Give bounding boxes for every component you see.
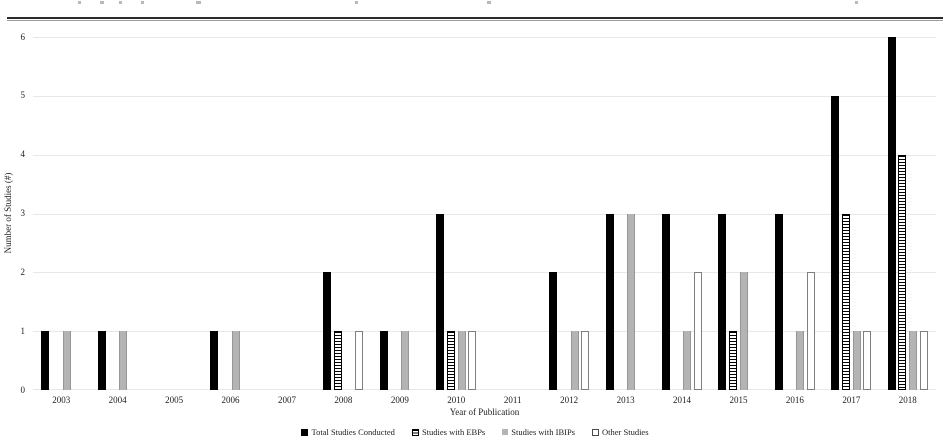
- x-tick-label-2017: 2017: [842, 395, 861, 405]
- y-tick-label-3: 3: [20, 208, 26, 218]
- x-tick-label-2008: 2008: [334, 395, 353, 405]
- x-tick-label-2010: 2010: [447, 395, 466, 405]
- bar-2018-solid-gray: [909, 331, 918, 390]
- bar-2010-white-outline: [468, 331, 477, 390]
- gridline-y-4: [33, 154, 936, 156]
- y-tick-label-6: 6: [20, 31, 26, 42]
- bar-2008-solid-black: [323, 272, 332, 390]
- x-tick-label-2006: 2006: [221, 395, 240, 405]
- y-tick-label-2: 2: [20, 266, 26, 277]
- bar-2010-solid-gray: [457, 331, 466, 390]
- bar-2009-solid-black: [379, 331, 388, 390]
- x-tick-label-2013: 2013: [616, 395, 635, 405]
- legend-label: Studies with IBIPs: [511, 427, 575, 437]
- bar-2018-white-outline: [919, 331, 928, 390]
- bar-2013-solid-black: [605, 213, 614, 390]
- x-axis-title: Year of Publication: [449, 407, 520, 417]
- x-tick-label-2003: 2003: [52, 395, 71, 405]
- bar-2003-solid-gray: [62, 331, 71, 390]
- bar-2012-solid-black: [549, 272, 558, 390]
- legend-item-3: Other Studies: [592, 427, 649, 437]
- x-tick-label-2009: 2009: [390, 395, 409, 405]
- x-tick-label-2016: 2016: [785, 395, 804, 405]
- bar-2016-solid-black: [774, 213, 783, 390]
- x-tick-label-2011: 2011: [503, 395, 522, 405]
- gridline-y-5: [33, 95, 936, 97]
- y-tick-label-5: 5: [20, 90, 26, 101]
- legend-label: Total Studies Conducted: [311, 427, 395, 437]
- legend-marker-solid-gray-icon: [502, 429, 509, 435]
- bar-2018-solid-black: [887, 37, 896, 390]
- bar-2003-solid-black: [41, 331, 50, 390]
- bar-2017-horizontal-stripes: [841, 213, 850, 390]
- bar-2014-solid-gray: [683, 331, 692, 390]
- bar-2012-white-outline: [581, 331, 590, 390]
- bar-2009-solid-gray: [401, 331, 410, 390]
- gridline-y-3: [33, 213, 936, 215]
- bar-2016-solid-gray: [796, 331, 805, 390]
- x-tick-label-2018: 2018: [898, 395, 917, 405]
- plot-area: [33, 37, 936, 390]
- x-tick-label-2014: 2014: [673, 395, 692, 405]
- bar-2016-white-outline: [806, 272, 815, 390]
- bar-2017-solid-gray: [852, 331, 861, 390]
- legend: Total Studies Conducted Studies with EBPs…: [0, 427, 950, 437]
- bar-2017-solid-black: [831, 95, 840, 390]
- legend-marker-white-outline-icon: [592, 428, 599, 436]
- bar-2010-horizontal-stripes: [446, 331, 455, 390]
- bar-2012-solid-gray: [570, 331, 579, 390]
- bar-2015-horizontal-stripes: [729, 331, 738, 390]
- bar-2014-white-outline: [694, 272, 703, 390]
- figure-top-border: [7, 17, 943, 21]
- legend-item-1: Studies with EBPs: [411, 427, 486, 437]
- gridline-y-2: [33, 272, 936, 274]
- gridline-y-6: [33, 37, 936, 38]
- bar-2013-solid-gray: [626, 213, 635, 390]
- gridline-y-0: [33, 389, 936, 390]
- bar-2006-solid-black: [210, 331, 219, 390]
- x-tick-label-2007: 2007: [277, 395, 296, 405]
- bar-2004-solid-gray: [119, 331, 127, 390]
- y-tick-label-4: 4: [20, 149, 26, 160]
- x-tick-label-2004: 2004: [108, 395, 127, 405]
- x-tick-label-2005: 2005: [165, 395, 184, 405]
- bar-2015-solid-black: [718, 213, 727, 390]
- bar-2014-solid-black: [661, 213, 670, 390]
- bar-2010-solid-black: [436, 213, 445, 390]
- x-tick-label-2015: 2015: [729, 395, 748, 405]
- bar-2008-horizontal-stripes: [334, 331, 343, 390]
- bar-2004-solid-black: [97, 331, 106, 390]
- bar-2017-white-outline: [863, 331, 872, 390]
- legend-item-2: Studies with IBIPs: [502, 427, 575, 437]
- x-tick-label-2012: 2012: [560, 395, 579, 405]
- y-tick-label-0: 0: [20, 384, 26, 395]
- legend-marker-solid-black-icon: [301, 428, 309, 436]
- bar-2015-solid-gray: [739, 272, 748, 390]
- bar-2018-horizontal-stripes: [898, 154, 907, 390]
- legend-marker-horizontal-stripes-icon: [411, 428, 419, 436]
- bar-2008-white-outline: [355, 331, 364, 390]
- bar-2006-solid-gray: [231, 331, 240, 390]
- gridline-y-1: [33, 331, 936, 333]
- y-tick-label-1: 1: [20, 325, 26, 336]
- legend-item-0: Total Studies Conducted: [301, 427, 395, 437]
- legend-label: Other Studies: [602, 427, 649, 437]
- legend-label: Studies with EBPs: [421, 427, 486, 437]
